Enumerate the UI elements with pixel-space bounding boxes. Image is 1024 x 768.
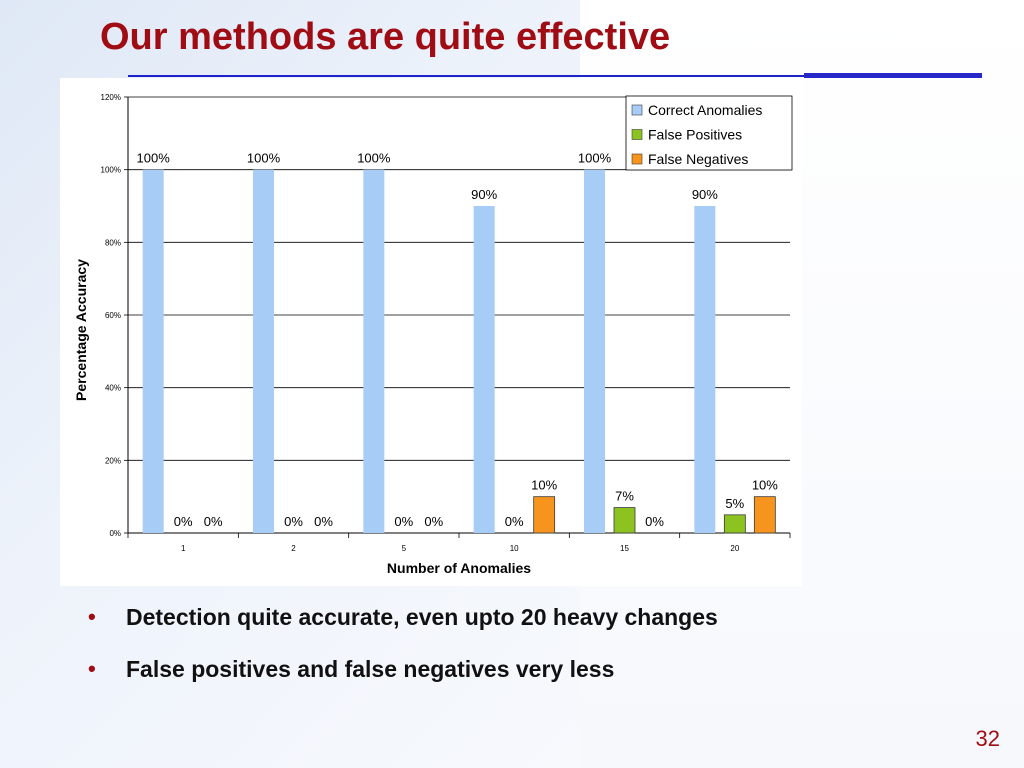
data-label: 0% <box>505 514 524 529</box>
x-tick-label: 5 <box>402 544 407 553</box>
bar <box>613 507 636 534</box>
data-label: 90% <box>692 187 718 202</box>
data-label: 0% <box>394 514 413 529</box>
x-tick-label: 10 <box>510 544 519 553</box>
data-label: 100% <box>137 151 171 166</box>
data-label: 100% <box>357 151 391 166</box>
data-label: 0% <box>284 514 303 529</box>
data-label: 90% <box>471 187 497 202</box>
legend-label: Correct Anomalies <box>648 102 762 118</box>
bar <box>142 169 164 533</box>
data-label: 0% <box>174 514 193 529</box>
title-accent-bar <box>804 73 982 78</box>
bullet-item: • False positives and false negatives ve… <box>88 652 718 704</box>
bar <box>694 206 716 533</box>
x-tick-label: 1 <box>181 544 186 553</box>
legend-swatch <box>631 129 643 140</box>
data-label: 100% <box>578 151 612 166</box>
bar <box>253 169 274 533</box>
y-tick-label: 60% <box>105 311 121 320</box>
data-label: 100% <box>247 151 281 166</box>
x-tick-label: 15 <box>620 544 629 553</box>
bar <box>533 496 556 534</box>
bullet-icon: • <box>88 604 96 629</box>
page-number: 32 <box>975 726 1000 751</box>
data-label: 0% <box>204 514 223 529</box>
y-axis-title: Percentage Accuracy <box>73 259 89 401</box>
slide-title: Our methods are quite effective <box>100 16 671 58</box>
x-tick-label: 2 <box>291 544 296 553</box>
bar <box>363 169 385 533</box>
y-tick-label: 100% <box>101 166 121 175</box>
bullet-list: • Detection quite accurate, even upto 20… <box>88 600 718 704</box>
data-label: 5% <box>725 496 744 511</box>
legend-label: False Positives <box>648 127 742 143</box>
bullet-item: • Detection quite accurate, even upto 20… <box>88 600 718 652</box>
data-label: 0% <box>645 514 664 529</box>
y-tick-label: 40% <box>105 384 121 393</box>
data-label: 10% <box>752 478 778 493</box>
data-label: 7% <box>615 489 634 504</box>
y-tick-label: 80% <box>105 238 121 247</box>
legend-swatch <box>631 104 643 116</box>
chart-container: 0% 20% 40% 60% 80% 100% 120% 1 100% 0% 0% 2 100% 0% 0%… <box>60 78 802 586</box>
bar <box>753 496 776 534</box>
bullet-text: False positives and false negatives very… <box>126 656 615 682</box>
y-tick-label: 120% <box>101 93 121 102</box>
bullet-text: Detection quite accurate, even upto 20 h… <box>126 604 718 630</box>
x-axis-title: Number of Anomalies <box>387 560 531 576</box>
legend-box <box>625 95 793 171</box>
bar <box>584 169 605 533</box>
x-tick-label: 20 <box>730 544 739 553</box>
bullet-icon: • <box>88 656 96 681</box>
legend-label: False Negatives <box>648 151 748 167</box>
bar <box>473 206 495 533</box>
y-tick-label: 20% <box>105 456 121 465</box>
data-label: 0% <box>314 514 333 529</box>
y-tick-label: 0% <box>109 529 121 538</box>
title-underline <box>128 75 804 77</box>
legend-swatch <box>631 153 643 165</box>
data-label: 0% <box>424 514 443 529</box>
bar <box>723 514 746 534</box>
data-label: 10% <box>531 478 557 493</box>
